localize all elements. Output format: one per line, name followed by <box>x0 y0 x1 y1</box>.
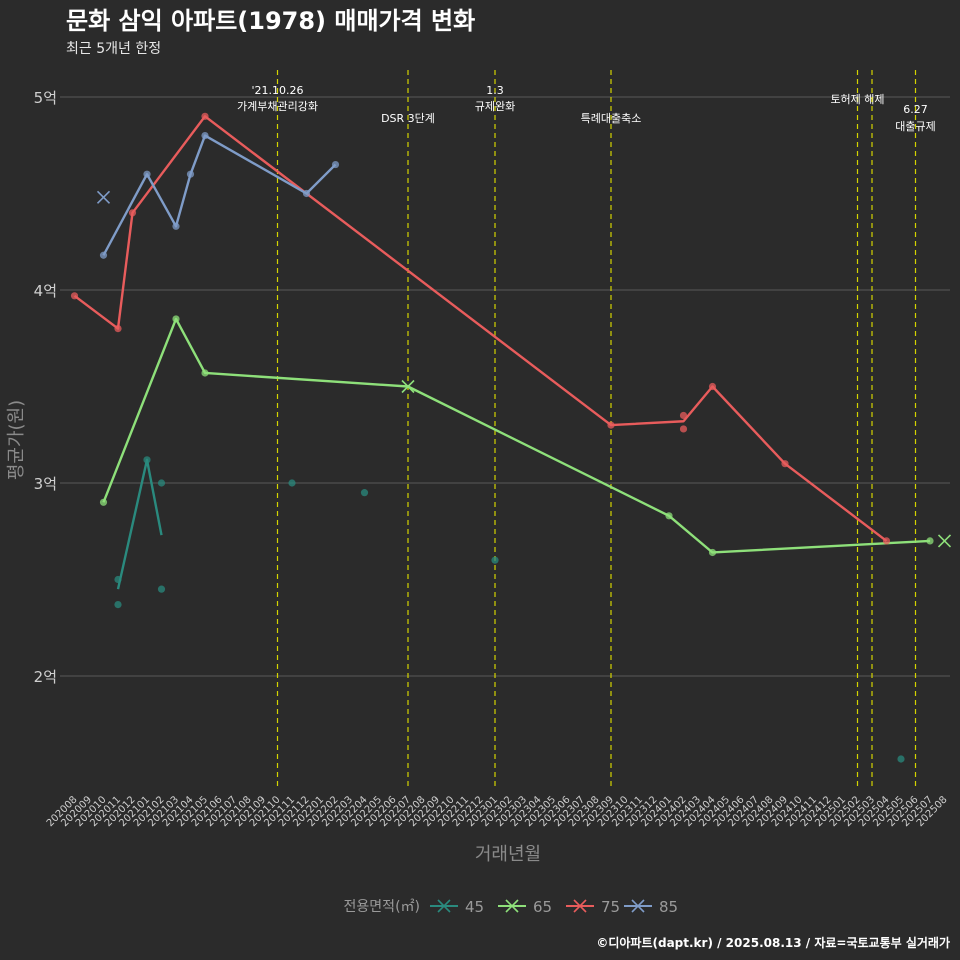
legend-label: 45 <box>465 898 484 916</box>
legend-label: 65 <box>533 898 552 916</box>
data-point <box>491 556 499 564</box>
y-tick-label: 3억 <box>34 475 57 493</box>
grid-lines <box>60 96 950 677</box>
data-point-cross <box>937 534 952 548</box>
y-tick-label: 2억 <box>34 668 57 686</box>
data-point <box>360 489 369 497</box>
data-point <box>114 575 122 584</box>
data-point <box>679 425 688 433</box>
policy-annotation: 6.27 <box>903 103 928 116</box>
data-point <box>708 382 717 391</box>
policy-annotation: '21.10.26 <box>251 84 303 97</box>
policy-annotation: DSR 3단계 <box>381 112 435 125</box>
y-axis-label: 평균가(원) <box>6 400 27 480</box>
legend-entry-85: 85 <box>624 898 678 916</box>
data-point <box>99 251 108 259</box>
data-point <box>70 292 79 300</box>
legend-label: 75 <box>601 898 620 916</box>
chart-subtitle: 최근 5개년 한정 <box>66 41 161 57</box>
data-point <box>781 460 789 468</box>
legend-swatch-cross <box>573 899 587 913</box>
y-tick-label: 4억 <box>34 282 57 300</box>
policy-annotation: 가계부채관리강화 <box>237 100 318 113</box>
legend-swatch-cross <box>437 899 451 913</box>
series-line-45 <box>116 458 163 590</box>
data-point <box>665 512 673 520</box>
source-caption: ©디아파트(dapt.kr) / 2025.08.13 / 자료=국토교통부 실… <box>596 935 950 950</box>
legend-swatch-cross <box>631 899 645 913</box>
data-point <box>172 222 180 230</box>
y-axis-ticks: 2억 3억 4억 5억 <box>34 89 57 686</box>
legend-entry-45: 45 <box>430 898 484 916</box>
data-point <box>302 189 311 198</box>
series-layer <box>70 112 952 763</box>
policy-annotation: 1.3 <box>486 84 504 97</box>
policy-annotation: 대출규제 <box>895 120 935 133</box>
data-point <box>172 315 180 323</box>
data-point-cross <box>401 379 415 394</box>
policy-annotation: 토허제 해제 <box>830 92 884 106</box>
data-point <box>186 170 195 178</box>
series-65 <box>99 315 952 557</box>
data-point <box>143 170 151 178</box>
data-point <box>331 160 340 169</box>
series-line-75 <box>73 115 888 542</box>
x-axis-ticks: 2020082020092020102020112020122021012021… <box>45 794 950 829</box>
data-point <box>926 537 934 545</box>
series-line-85 <box>102 134 337 256</box>
chart-title: 문화 삼익 아파트(1978) 매매가격 변화 <box>66 7 475 35</box>
cross-stroke <box>96 190 111 204</box>
data-point <box>708 548 717 557</box>
data-point <box>128 209 137 217</box>
data-point <box>114 325 122 333</box>
data-point <box>201 132 209 140</box>
legend-entry-75: 75 <box>566 898 620 916</box>
legend: 전용면적(㎡) 45 65 75 85 <box>344 898 679 916</box>
data-point <box>882 537 891 545</box>
series-75 <box>70 112 891 545</box>
legend-title: 전용면적(㎡) <box>344 899 420 915</box>
data-point <box>897 755 905 763</box>
series-85 <box>96 132 340 259</box>
data-point-cross <box>96 190 111 204</box>
data-point <box>99 498 108 506</box>
data-point <box>114 600 122 609</box>
policy-annotation: 특례대출축소 <box>581 112 642 125</box>
data-point <box>288 479 296 487</box>
data-point <box>201 112 209 120</box>
y-tick-label: 5억 <box>34 89 57 107</box>
data-point <box>679 411 688 420</box>
legend-label: 85 <box>659 898 678 916</box>
legend-swatch-cross <box>505 899 519 913</box>
data-point <box>607 421 615 429</box>
data-point <box>157 585 166 593</box>
cross-stroke <box>401 379 415 394</box>
legend-entry-65: 65 <box>498 898 552 916</box>
data-point <box>157 479 166 487</box>
data-point <box>201 369 209 377</box>
cross-stroke <box>937 534 952 548</box>
series-45 <box>114 456 905 763</box>
policy-annotation: 규제완화 <box>475 100 515 113</box>
x-axis-label: 거래년월 <box>475 844 541 865</box>
data-point <box>143 456 151 464</box>
